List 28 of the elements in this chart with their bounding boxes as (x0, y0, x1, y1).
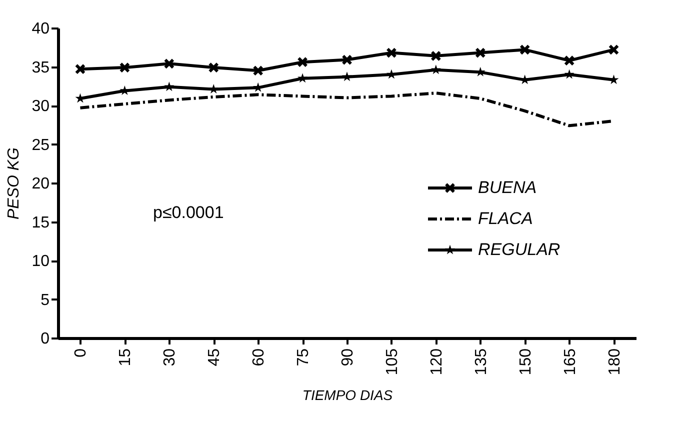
y-tick-label: 25 (32, 136, 50, 154)
x-tick-label: 105 (384, 348, 401, 376)
y-tick-label: 35 (32, 59, 50, 76)
y-tick-label: 30 (32, 98, 50, 115)
y-tick-label: 5 (40, 292, 50, 309)
legend-label: FLACA (478, 209, 533, 228)
x-tick-label: 45 (206, 348, 224, 366)
x-tick-label: 150 (517, 348, 534, 376)
x-tick-label: 90 (340, 348, 356, 366)
x-tick-label: 165 (562, 348, 579, 376)
legend-label: REGULAR (478, 240, 560, 259)
x-tick-label: 30 (162, 348, 179, 366)
x-tick-label: 120 (428, 348, 446, 376)
legend-label: BUENA (478, 178, 537, 197)
y-tick-label: 15 (32, 214, 50, 232)
annotation: p≤0.0001 (153, 203, 224, 222)
y-tick-label: 20 (32, 176, 50, 192)
x-tick-label: 180 (606, 348, 624, 376)
y-axis-title: PESO KG (6, 147, 23, 220)
x-tick-label: 15 (117, 348, 134, 366)
x-tick-label: 60 (250, 348, 268, 366)
x-tick-label: 135 (472, 348, 490, 376)
y-tick-label: 40 (32, 20, 50, 38)
x-axis-title: TIEMPO DIAS (302, 387, 394, 404)
y-tick-label: 10 (32, 253, 50, 270)
y-tick-label: 0 (40, 330, 50, 348)
x-tick-label: 0 (72, 348, 90, 358)
x-tick-label: 75 (295, 348, 312, 366)
